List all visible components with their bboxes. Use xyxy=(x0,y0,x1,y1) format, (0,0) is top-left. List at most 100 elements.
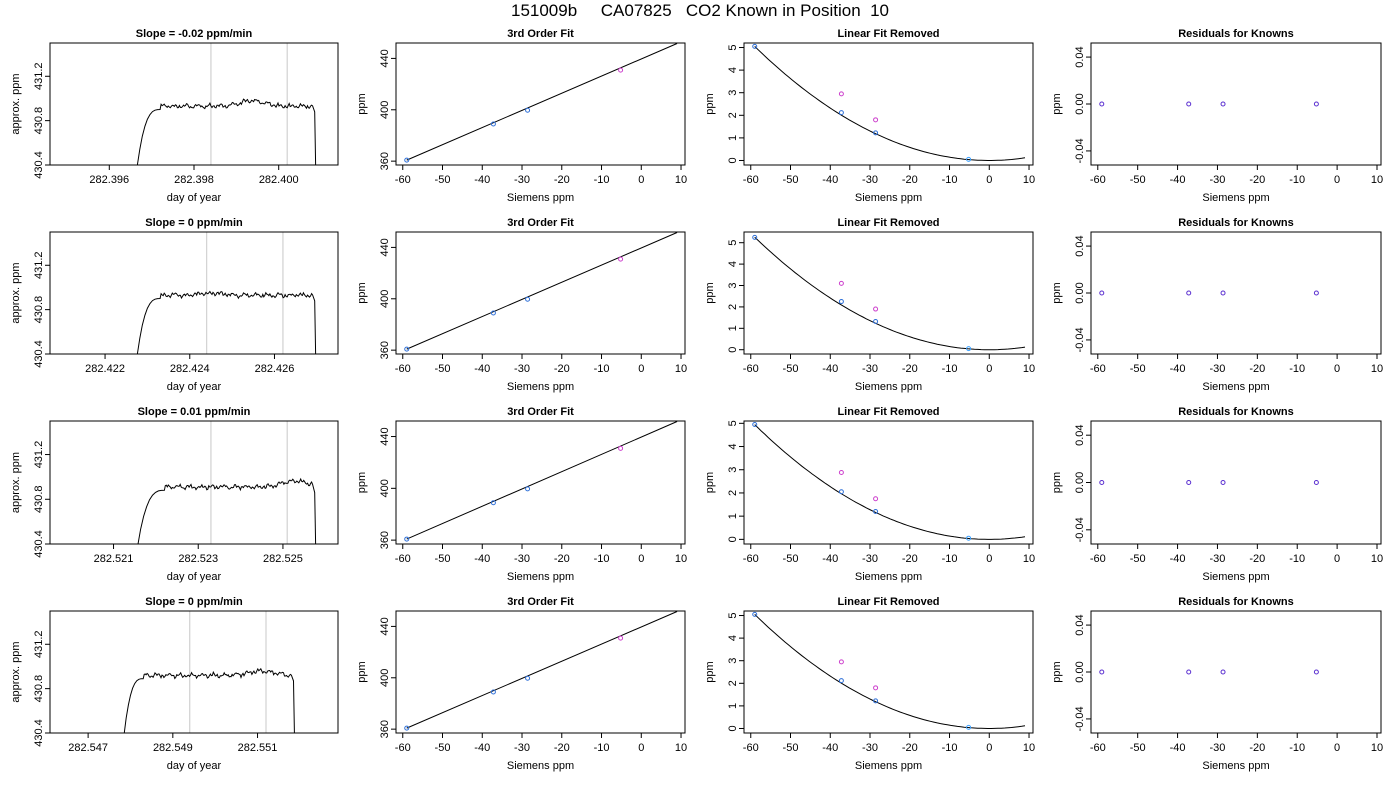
panel-title: Linear Fit Removed xyxy=(837,217,939,229)
data-point xyxy=(966,535,972,541)
y-tick-label: 5 xyxy=(727,44,739,50)
y-tick-label: -0.04 xyxy=(1074,327,1086,352)
x-axis-label: day of year xyxy=(167,760,222,772)
fit-curve xyxy=(754,424,1026,540)
y-tick-label: 1 xyxy=(727,513,739,519)
plot-area xyxy=(404,611,678,731)
plot-frame xyxy=(1090,42,1382,166)
y-tick-label: 440 xyxy=(379,49,391,67)
data-point xyxy=(966,724,972,730)
plot-frame xyxy=(743,231,1034,355)
data-point xyxy=(404,157,410,163)
y-tick-label: 430.8 xyxy=(33,486,45,514)
x-tick-label: -60 xyxy=(395,174,411,186)
data-trace xyxy=(136,290,317,354)
x-tick-label: -20 xyxy=(902,174,918,186)
x-tick-label: -10 xyxy=(594,174,610,186)
fit-line xyxy=(406,421,678,540)
data-point xyxy=(404,725,410,731)
y-axis-label: approx. ppm xyxy=(10,452,22,513)
x-tick-label: -50 xyxy=(783,363,799,375)
x-tick-label: 0 xyxy=(638,742,644,754)
plot-area xyxy=(136,232,317,354)
x-tick-label: -50 xyxy=(1130,174,1146,186)
data-point xyxy=(1099,101,1105,107)
x-axis-label: Siemens ppm xyxy=(507,571,574,583)
x-tick-label: -10 xyxy=(1289,553,1305,565)
data-point xyxy=(490,689,496,695)
y-tick-label: 430.8 xyxy=(33,675,45,703)
data-trace xyxy=(136,98,317,165)
data-point xyxy=(752,611,758,617)
y-tick-label: 0.04 xyxy=(1074,46,1086,67)
panel-r4c2: 3rd Order Fit -60 -50 -40 -30 -20 -10 0 10 360 400… xyxy=(356,596,687,772)
data-point xyxy=(873,318,879,324)
y-tick-label: 1 xyxy=(727,703,739,709)
x-tick-label: -30 xyxy=(1209,553,1225,565)
x-tick-label: -40 xyxy=(1170,363,1186,375)
data-point xyxy=(618,67,624,73)
x-tick-label: 282.525 xyxy=(263,553,303,565)
data-point xyxy=(404,536,410,542)
x-tick-label: 10 xyxy=(675,363,687,375)
plot-frame xyxy=(49,42,339,166)
x-tick-label: -10 xyxy=(1289,363,1305,375)
x-tick-label: 282.400 xyxy=(259,174,299,186)
panel-title: Linear Fit Removed xyxy=(837,596,939,608)
x-tick-label: -30 xyxy=(514,742,530,754)
x-tick-label: -40 xyxy=(474,363,490,375)
x-tick-label: 282.547 xyxy=(68,742,108,754)
plot-frame xyxy=(1090,610,1382,734)
panel-title: Slope = -0.02 ppm/min xyxy=(136,28,253,40)
y-axis-label: ppm xyxy=(704,661,716,682)
x-tick-label: -40 xyxy=(822,553,838,565)
y-tick-label: 430.8 xyxy=(33,107,45,135)
data-point xyxy=(873,698,879,704)
x-tick-label: 282.426 xyxy=(255,363,295,375)
y-tick-label: 440 xyxy=(379,617,391,635)
y-axis-label: ppm xyxy=(1051,661,1063,682)
panel-r4c3: Linear Fit Removed -60 -50 -40 -30 -20 -10 0 10 0… xyxy=(704,596,1035,772)
data-point xyxy=(838,659,844,665)
x-axis-label: day of year xyxy=(167,381,222,393)
x-axis-label: Siemens ppm xyxy=(507,192,574,204)
panel-r3c3: Linear Fit Removed -60 -50 -40 -30 -20 -10 0 10 0… xyxy=(704,406,1035,583)
x-tick-label: -60 xyxy=(395,742,411,754)
plot-area xyxy=(137,421,317,544)
x-tick-label: -10 xyxy=(1289,742,1305,754)
panel-title: Slope = 0.01 ppm/min xyxy=(138,406,251,418)
plot-area xyxy=(1099,669,1319,675)
data-point xyxy=(838,91,844,97)
y-axis-label: ppm xyxy=(704,282,716,303)
x-tick-label: -40 xyxy=(474,174,490,186)
x-tick-label: -60 xyxy=(395,363,411,375)
panel-r4c1: Slope = 0 ppm/min 282.547 282.549 282.551 43… xyxy=(10,596,339,772)
x-tick-label: -50 xyxy=(435,742,451,754)
y-axis-label: ppm xyxy=(1051,93,1063,114)
plot-area xyxy=(136,43,317,165)
x-tick-label: 282.551 xyxy=(238,742,278,754)
x-tick-label: -20 xyxy=(1249,363,1265,375)
y-axis-label: ppm xyxy=(356,661,368,682)
x-tick-label: -20 xyxy=(1249,553,1265,565)
plot-frame xyxy=(49,610,339,734)
panel-r3c2: 3rd Order Fit -60 -50 -40 -30 -20 -10 0 10 360 400… xyxy=(356,406,687,583)
plot-frame xyxy=(49,420,339,545)
plot-area xyxy=(1099,290,1319,296)
x-tick-label: 10 xyxy=(1371,742,1383,754)
x-tick-label: -50 xyxy=(435,174,451,186)
y-tick-label: 0.00 xyxy=(1074,93,1086,114)
data-point xyxy=(1220,290,1226,296)
x-tick-label: 0 xyxy=(1334,174,1340,186)
x-tick-label: 0 xyxy=(986,553,992,565)
x-tick-label: -50 xyxy=(783,553,799,565)
data-point xyxy=(1186,669,1192,675)
y-axis-label: approx. ppm xyxy=(10,73,22,134)
y-tick-label: -0.04 xyxy=(1074,706,1086,731)
panel-r3c4: Residuals for Knowns -60 -50 -40 -30 -20 -10 0 1… xyxy=(1051,406,1383,583)
x-tick-label: -20 xyxy=(902,742,918,754)
data-point xyxy=(1313,669,1319,675)
data-point xyxy=(1099,290,1105,296)
x-tick-label: 282.424 xyxy=(170,363,210,375)
y-tick-label: 440 xyxy=(379,238,391,256)
